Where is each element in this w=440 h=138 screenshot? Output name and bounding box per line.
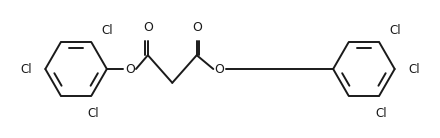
Text: O: O bbox=[125, 63, 135, 75]
Text: O: O bbox=[143, 21, 153, 34]
Text: O: O bbox=[215, 63, 224, 75]
Text: O: O bbox=[192, 21, 202, 34]
Text: Cl: Cl bbox=[20, 63, 32, 75]
Text: Cl: Cl bbox=[88, 107, 99, 120]
Text: Cl: Cl bbox=[389, 24, 401, 37]
Text: Cl: Cl bbox=[101, 24, 113, 37]
Text: Cl: Cl bbox=[375, 107, 387, 120]
Text: Cl: Cl bbox=[408, 63, 420, 75]
